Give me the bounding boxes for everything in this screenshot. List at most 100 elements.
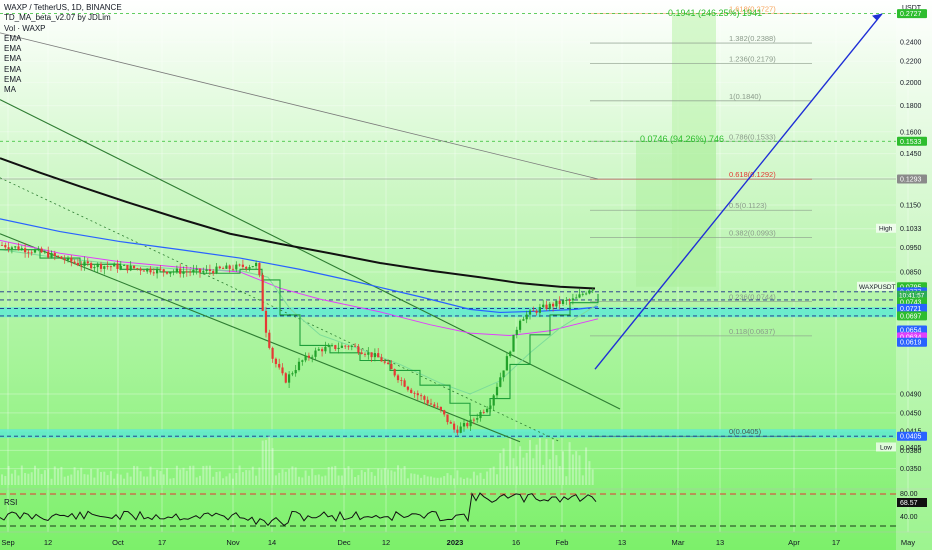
x-tick-label: 13 [716,538,724,547]
candle-body [463,423,465,426]
candle-body [110,266,112,267]
volume-bar [216,472,218,485]
candle-body [136,268,138,269]
candle-body [116,264,118,269]
candle-body [347,346,349,347]
volume-bar [107,475,109,485]
indicator-label: EMA [4,65,122,75]
candle-body [291,373,293,374]
candle-body [262,275,264,311]
candle-body [295,370,297,373]
volume-bar [70,475,72,485]
candle-body [212,271,214,273]
countdown-text: 10:41:57 [899,292,925,299]
candle-body [186,271,188,272]
volume-bar [258,468,260,485]
candle-body [182,271,184,273]
volume-bar [311,469,313,485]
volume-bar [585,447,587,485]
volume-bar [549,459,551,485]
volume-bar [90,469,92,485]
candle-body [390,364,392,369]
volume-bar [74,467,76,485]
candle-body [536,311,538,313]
candle-body [31,252,33,253]
candle-body [11,247,13,249]
candle-body [242,265,244,267]
volume-bar [404,466,406,485]
fib-level-label: 0.5(0.1123) [729,201,767,210]
candle-body [437,406,439,407]
volume-bar [11,474,13,485]
candle-body [387,363,389,364]
volume-bar [486,471,488,485]
low-value: 0.0405 [900,445,922,452]
candle-body [443,410,445,414]
candle-body [489,406,491,409]
volume-bar [103,472,105,485]
candle-body [252,266,254,267]
candle-body [179,269,181,274]
volume-bar [499,453,501,485]
indicator-label: EMA [4,44,122,54]
fib-level-label: 1.382(0.2388) [729,34,776,43]
volume-bar [503,448,505,485]
candle-body [427,400,429,404]
y-tick-label: 0.0850 [900,269,922,276]
volume-bar [308,476,310,485]
candle-body [27,252,29,253]
volume-bar [123,479,125,485]
y-tick-label: 0.0450 [900,410,922,417]
volume-bar [526,453,528,485]
candle-body [47,252,49,258]
x-tick-label: Feb [556,538,569,547]
candle-body [473,420,475,421]
x-tick-label: May [901,538,915,547]
volume-bar [575,451,577,485]
candle-body [374,353,376,357]
candle-body [308,356,310,358]
price-tag-text: 0.0405 [900,434,922,441]
volume-bar [186,471,188,485]
candle-body [37,249,39,250]
candle-body [14,246,16,247]
candle-body [479,412,481,418]
candle-body [60,257,62,259]
volume-bar [473,472,475,485]
volume-bar [460,477,462,485]
volume-bar [80,468,82,485]
candle-body [562,300,564,304]
volume-bar [282,469,284,485]
x-tick-label: 16 [512,538,520,547]
volume-bar [183,468,185,485]
volume-bar [522,458,524,485]
candle-body [159,269,161,270]
volume-bar [463,479,465,485]
candle-body [380,357,382,361]
volume-bar [166,468,168,485]
candle-body [423,396,425,400]
volume-bar [196,477,198,485]
candle-body [397,375,399,380]
fib-level-label: 1.236(0.2179) [729,54,776,63]
volume-bar [377,469,379,485]
volume-bar [506,466,508,485]
candle-body [466,423,468,426]
candle-body [21,248,23,250]
x-tick-label: 17 [158,538,166,547]
candle-body [90,263,92,268]
candle-body [173,271,175,272]
y-tick-label: 0.0350 [900,466,922,473]
volume-bar [206,466,208,485]
volume-bar [582,475,584,485]
candle-body [34,250,36,253]
candle-body [404,380,406,386]
volume-bar [18,475,20,485]
indicator-label: MA [4,85,122,95]
volume-bar [84,474,86,485]
volume-bar [414,474,416,485]
volume-bar [529,440,531,485]
candle-body [592,290,594,291]
candle-body [569,300,571,301]
